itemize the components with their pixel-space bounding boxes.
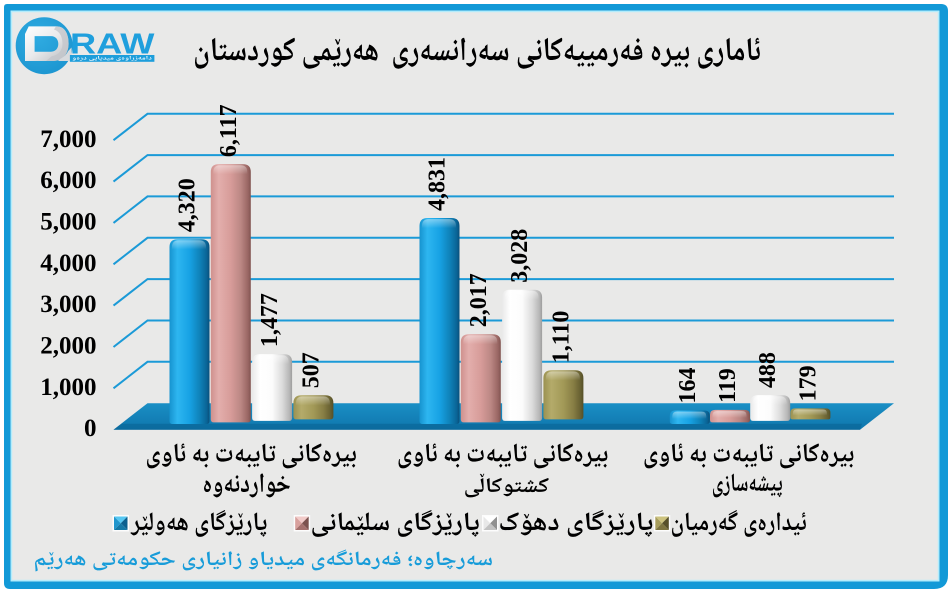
svg-text:2,000: 2,000	[40, 333, 96, 360]
svg-text:164: 164	[675, 368, 701, 404]
svg-text:179: 179	[795, 365, 821, 401]
svg-text:1,110: 1,110	[548, 311, 574, 364]
svg-text:3,028: 3,028	[507, 229, 533, 283]
svg-text:4,000: 4,000	[40, 250, 96, 277]
svg-text:2,017: 2,017	[466, 273, 492, 327]
svg-text:6,000: 6,000	[40, 167, 96, 194]
svg-text:4,320: 4,320	[175, 178, 201, 232]
svg-text:5,000: 5,000	[40, 208, 96, 235]
svg-text:119: 119	[715, 368, 741, 403]
svg-text:0: 0	[84, 415, 97, 442]
svg-text:6,117: 6,117	[216, 104, 242, 157]
svg-text:4,831: 4,831	[425, 157, 451, 211]
svg-text:1,000: 1,000	[40, 374, 96, 401]
svg-text:7,000: 7,000	[40, 126, 96, 153]
svg-text:507: 507	[298, 352, 324, 388]
svg-text:488: 488	[755, 352, 781, 388]
svg-text:1,477: 1,477	[257, 293, 283, 347]
svg-text:3,000: 3,000	[40, 291, 96, 318]
